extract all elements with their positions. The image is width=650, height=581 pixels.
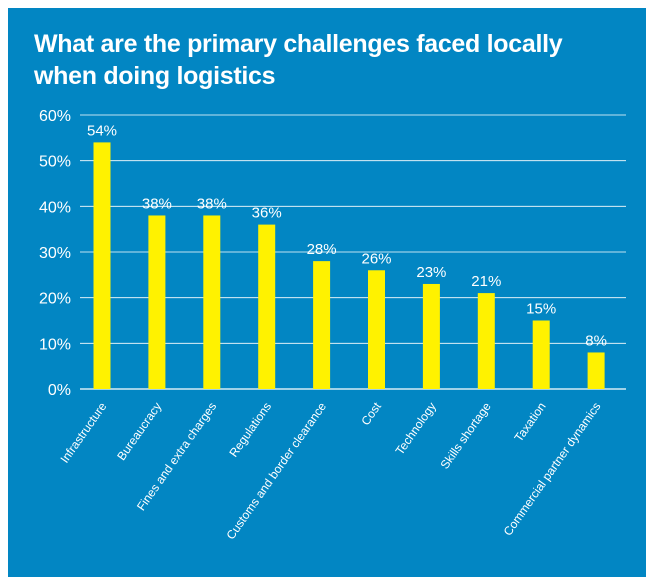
bar-chart: 0% 10% 20% 30% 40% 50% 60% 54% 38% 38% 36% 28% 26% 2… — [39, 108, 626, 542]
grid-lines — [80, 114, 626, 390]
y-tick-label: 10% — [39, 336, 71, 353]
data-label: 28% — [307, 241, 337, 258]
bar — [148, 215, 166, 389]
category-label: Skills shortage — [438, 399, 494, 471]
bar — [93, 142, 111, 389]
y-axis-ticks: 0% 10% 20% 30% 40% 50% 60% — [39, 108, 71, 399]
bar — [587, 352, 605, 389]
data-label: 38% — [197, 195, 227, 212]
y-tick-label: 0% — [48, 382, 71, 399]
category-label: Infrastructure — [57, 399, 109, 465]
y-tick-label: 20% — [39, 291, 71, 308]
bar — [422, 283, 440, 389]
data-label: 21% — [471, 273, 501, 290]
bar — [258, 224, 276, 389]
data-label: 38% — [142, 195, 172, 212]
y-tick-label: 60% — [39, 108, 71, 125]
bar — [477, 293, 495, 389]
category-label: Cost — [358, 399, 384, 428]
data-label: 26% — [361, 250, 391, 267]
data-label: 23% — [416, 264, 446, 281]
category-label: Regulations — [226, 400, 274, 460]
chart-title: What are the primary challenges faced lo… — [34, 30, 563, 90]
chart-panel: What are the primary challenges faced lo… — [8, 8, 646, 577]
bar — [203, 215, 221, 389]
data-label: 54% — [87, 122, 117, 139]
category-label: Technology — [393, 400, 439, 458]
data-label: 36% — [252, 205, 282, 222]
category-label: Bureaucracy — [114, 400, 164, 463]
y-tick-label: 30% — [39, 245, 71, 262]
data-labels: 54% 38% 38% 36% 28% 26% 23% 21% 15% 8% — [87, 122, 607, 349]
data-label: 15% — [526, 301, 556, 318]
bar — [313, 261, 331, 389]
y-tick-label: 50% — [39, 154, 71, 171]
category-label: Commercial partner dynamics — [501, 400, 604, 539]
category-label: Taxation — [512, 400, 549, 445]
bars — [93, 142, 605, 389]
bar — [368, 270, 385, 389]
bar — [532, 320, 550, 389]
y-tick-label: 40% — [39, 199, 71, 216]
category-label: Customs and border clearance — [223, 399, 329, 542]
data-label: 8% — [585, 332, 607, 349]
